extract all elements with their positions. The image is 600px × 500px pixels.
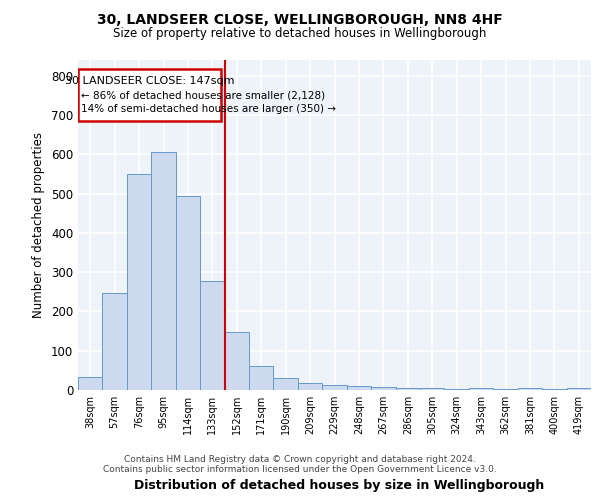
Bar — [78, 378, 103, 390]
Text: 30, LANDSEER CLOSE, WELLINGBOROUGH, NN8 4HF: 30, LANDSEER CLOSE, WELLINGBOROUGH, NN8 … — [97, 12, 503, 26]
Text: 14% of semi-detached houses are larger (350) →: 14% of semi-detached houses are larger (… — [82, 104, 337, 114]
Text: Size of property relative to detached houses in Wellingborough: Size of property relative to detached ho… — [113, 28, 487, 40]
Bar — [566, 388, 591, 390]
Bar — [103, 292, 127, 390]
Text: 30 LANDSEER CLOSE: 147sqm: 30 LANDSEER CLOSE: 147sqm — [65, 76, 235, 86]
Bar — [127, 174, 151, 390]
Bar — [347, 386, 371, 390]
Y-axis label: Number of detached properties: Number of detached properties — [32, 132, 46, 318]
Bar — [322, 385, 347, 390]
Text: Contains public sector information licensed under the Open Government Licence v3: Contains public sector information licen… — [103, 465, 497, 474]
Bar — [176, 196, 200, 390]
Bar — [518, 388, 542, 390]
Bar — [298, 383, 322, 390]
Bar — [371, 387, 395, 390]
Bar — [420, 388, 445, 390]
Text: ← 86% of detached houses are smaller (2,128): ← 86% of detached houses are smaller (2,… — [82, 90, 326, 100]
Bar — [395, 388, 420, 390]
Bar — [469, 388, 493, 390]
Bar — [493, 389, 518, 390]
Bar — [151, 152, 176, 390]
Bar — [445, 389, 469, 390]
Bar — [274, 378, 298, 390]
FancyBboxPatch shape — [79, 68, 221, 121]
Bar — [249, 366, 274, 390]
Bar — [542, 389, 566, 390]
Text: Contains HM Land Registry data © Crown copyright and database right 2024.: Contains HM Land Registry data © Crown c… — [124, 455, 476, 464]
Bar — [200, 281, 224, 390]
Bar — [224, 332, 249, 390]
Text: Distribution of detached houses by size in Wellingborough: Distribution of detached houses by size … — [134, 480, 544, 492]
